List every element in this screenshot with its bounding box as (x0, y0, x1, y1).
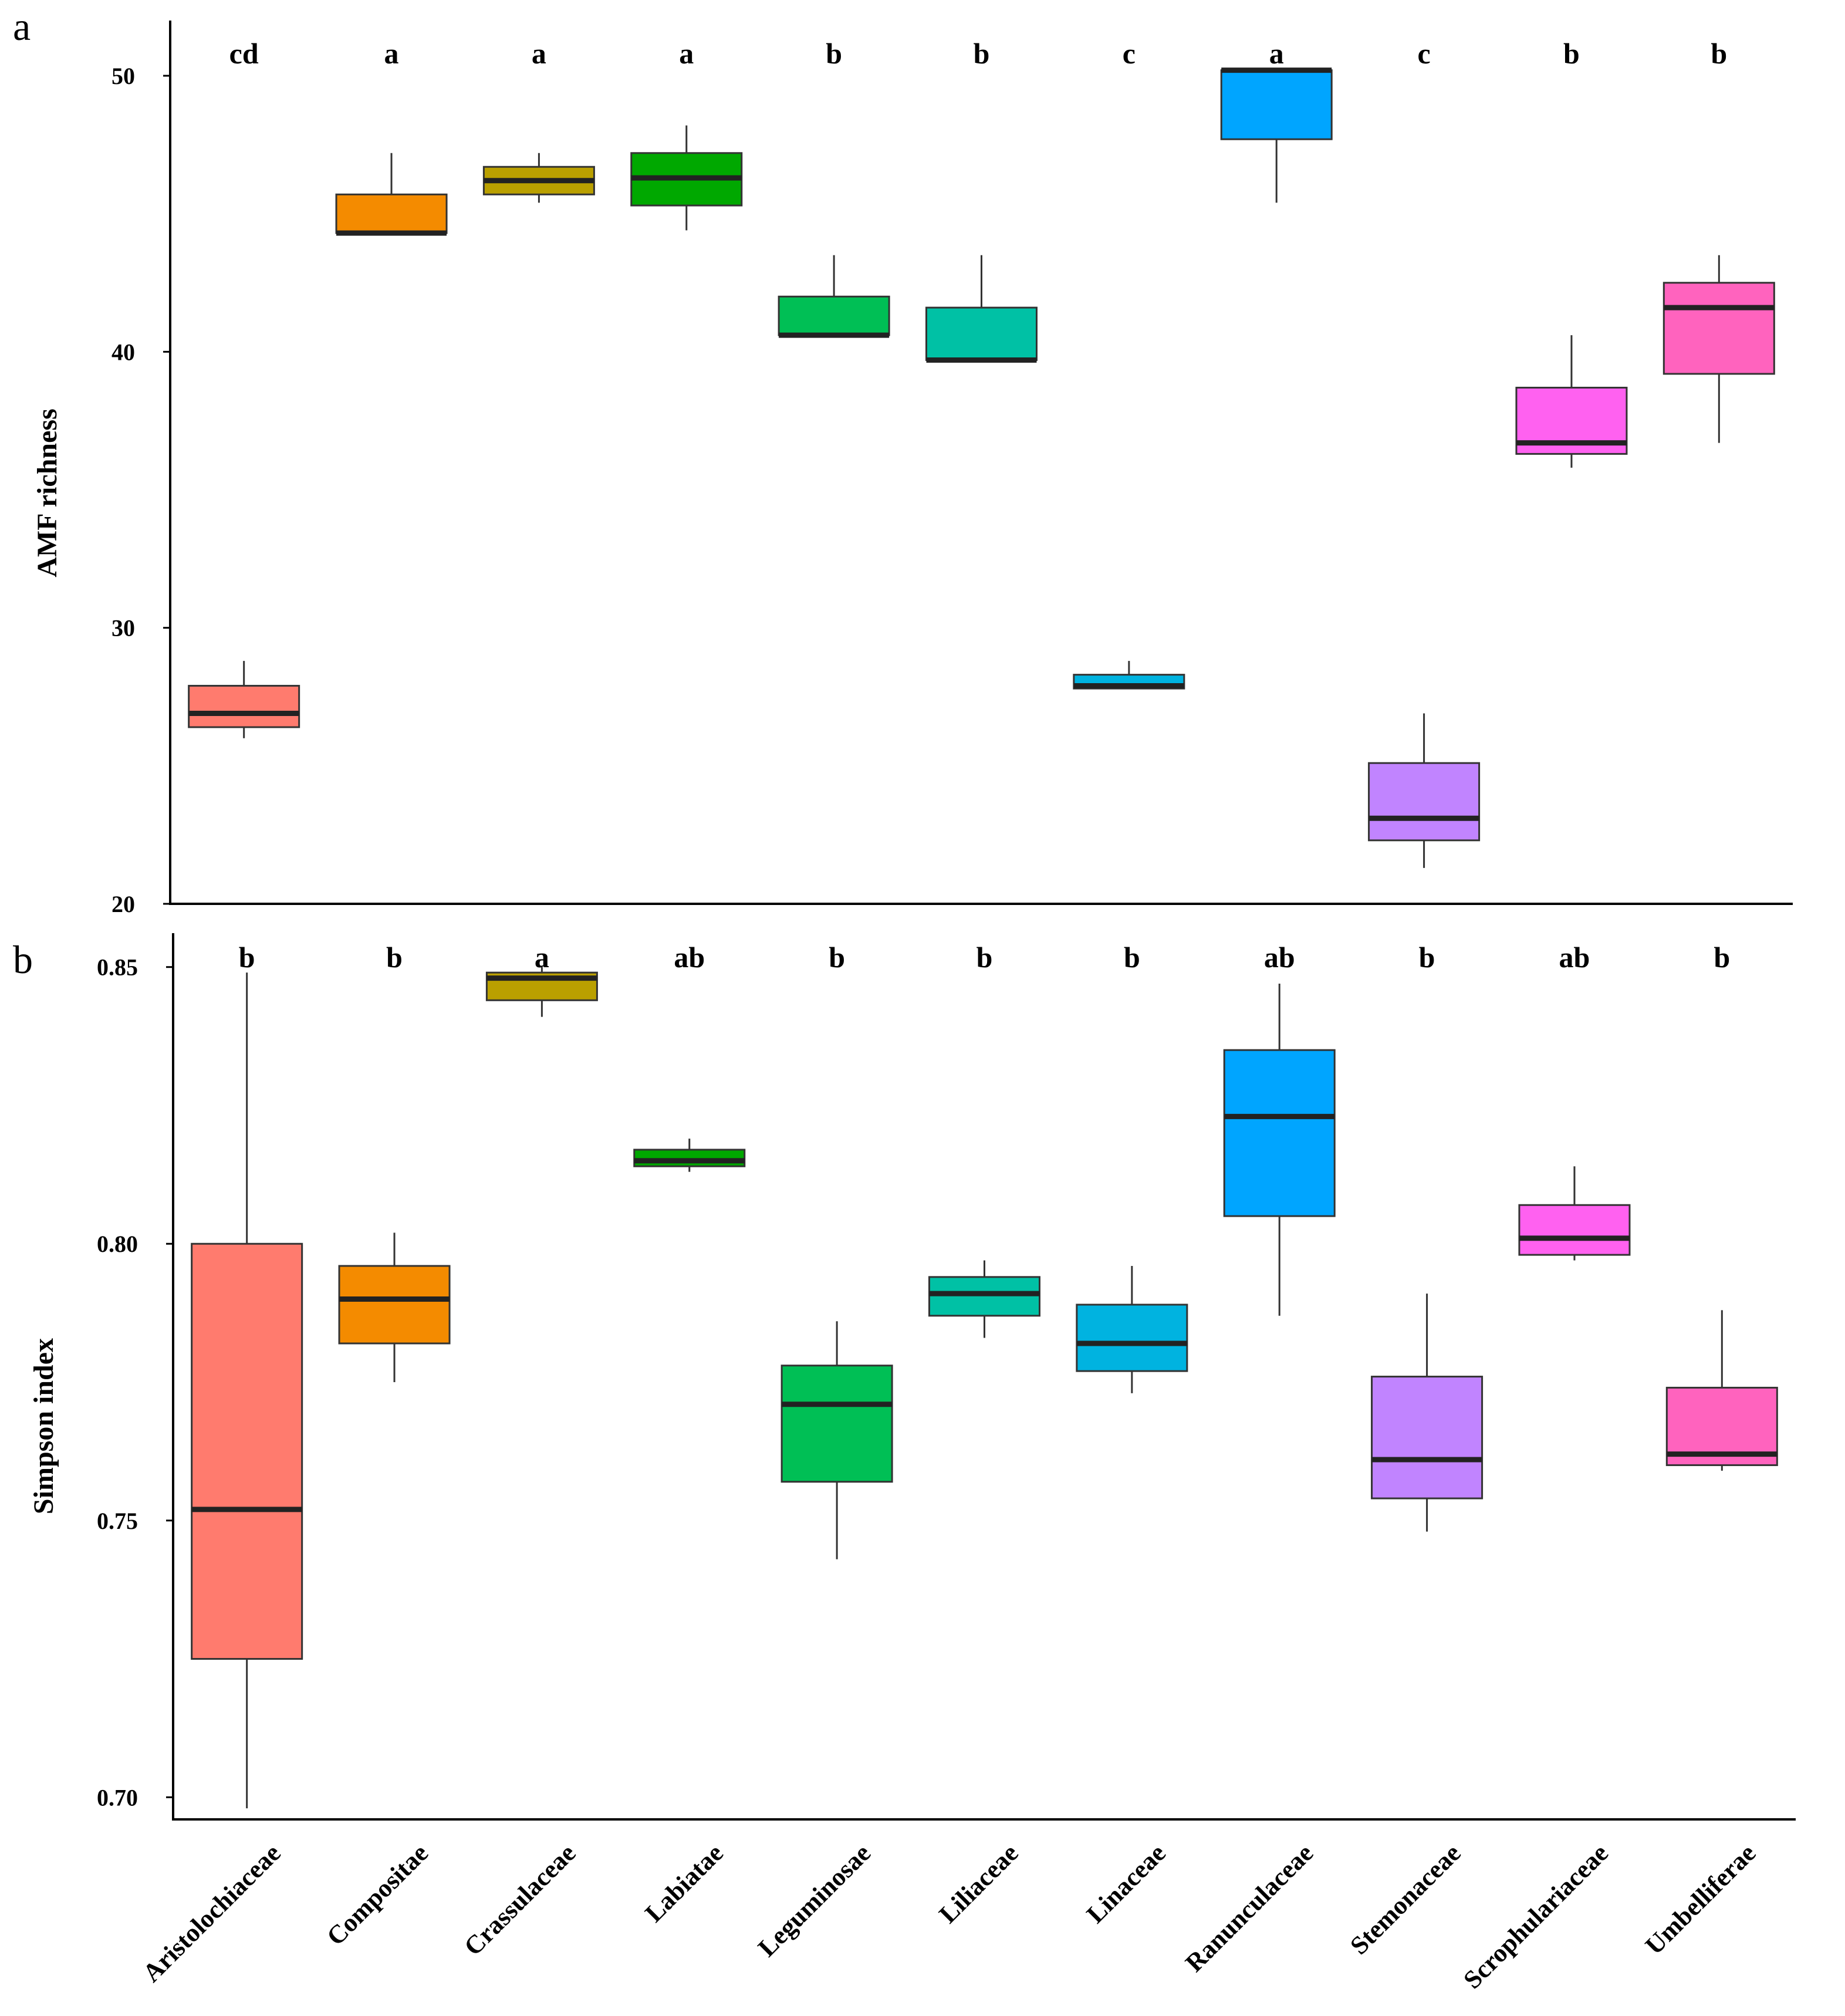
significance-letter: cd (229, 37, 259, 70)
panel-a-label: a (13, 4, 31, 49)
x-category-label: Liliaceae (934, 1838, 1024, 1929)
box-iqr (780, 1365, 893, 1483)
box-iqr (1368, 762, 1481, 842)
box-iqr (338, 1265, 451, 1345)
box-iqr (1518, 1204, 1631, 1256)
significance-letter: a (535, 941, 549, 974)
panel-a-y-axis-title: AMF richness (32, 408, 63, 578)
significance-letter: b (1711, 37, 1727, 70)
box-iqr (1220, 69, 1333, 140)
significance-letter: b (974, 37, 990, 70)
significance-letter: a (384, 37, 399, 70)
x-category-label: Scrophulariaceae (1458, 1838, 1614, 1994)
box-iqr (1371, 1376, 1484, 1500)
y-tick-label: 0.80 (97, 1231, 138, 1257)
significance-letter: ab (1264, 941, 1295, 974)
x-category-label: Labiatae (640, 1838, 729, 1927)
y-tick-label: 0.70 (97, 1784, 138, 1811)
y-tick-label: 50 (111, 63, 135, 89)
panel-b-label: b (13, 937, 33, 982)
significance-letter: b (1714, 941, 1730, 974)
x-category-label: Leguminosae (752, 1838, 876, 1962)
box-iqr (925, 306, 1038, 361)
x-category-label: Stemonaceae (1344, 1838, 1466, 1960)
significance-letter: a (679, 37, 694, 70)
significance-letter: b (386, 941, 403, 974)
significance-letter: b (829, 941, 845, 974)
significance-letter: b (826, 37, 842, 70)
x-category-label: Ranunculaceae (1180, 1838, 1319, 1977)
significance-letter: c (1123, 37, 1136, 70)
panel-a-amf-richness: a AMF richness 20 30 40 50 cd a a a b b c a c b b (13, 4, 1793, 917)
significance-letter: b (976, 941, 993, 974)
box-iqr (1223, 1049, 1336, 1217)
significance-letter: a (1269, 37, 1284, 70)
y-tick-label: 20 (111, 891, 135, 917)
significance-letter: a (532, 37, 546, 70)
significance-letter: b (1563, 37, 1580, 70)
y-tick-label: 40 (111, 339, 135, 365)
significance-letter: b (239, 941, 255, 974)
y-tick-label: 0.75 (97, 1508, 138, 1534)
y-tick-label: 0.85 (97, 954, 138, 981)
y-tick-label: 30 (111, 615, 135, 641)
x-category-label: Umbelliferae (1640, 1838, 1761, 1960)
box-iqr (1662, 282, 1775, 375)
box-iqr (1076, 1304, 1188, 1372)
box-iqr (778, 295, 890, 336)
box-iqr (633, 1149, 746, 1167)
panel-b-y-axis-title: Simpson index (28, 1338, 59, 1514)
x-category-label: Crassulaceae (458, 1838, 581, 1961)
panel-b-simpson-index: b Simpson index 0.70 0.75 0.80 0.85 b b a ab b b b… (13, 933, 1796, 1821)
box-iqr (335, 193, 448, 234)
x-category-label: Linaceae (1081, 1838, 1171, 1929)
box-iqr (928, 1276, 1040, 1317)
significance-letter: b (1419, 941, 1435, 974)
x-category-label: Compositae (321, 1838, 434, 1951)
box-iqr (191, 1242, 303, 1660)
box-iqr (188, 684, 300, 728)
significance-letter: b (1124, 941, 1140, 974)
significance-letter: c (1417, 37, 1430, 70)
x-axis-category-labels: Aristolochiaceae Compositae Crassulaceae La… (137, 1838, 1762, 1994)
significance-letter: ab (1559, 941, 1590, 974)
significance-letter: ab (674, 941, 705, 974)
x-category-label: Aristolochiaceae (137, 1838, 286, 1987)
